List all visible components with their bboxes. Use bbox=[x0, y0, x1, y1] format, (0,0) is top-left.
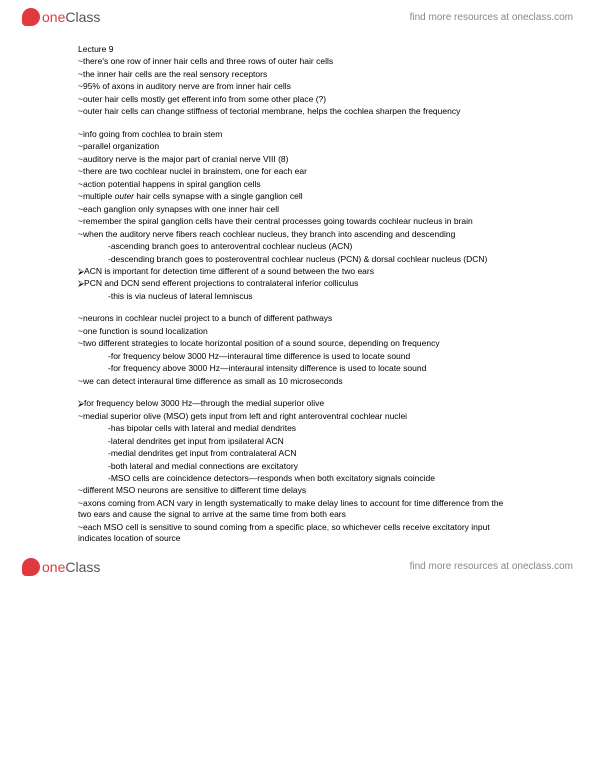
logo-text: oneClass bbox=[42, 9, 100, 25]
note-line: ⮚PCN and DCN send efferent projections t… bbox=[78, 278, 517, 289]
note-line: ~outer hair cells mostly get efferent in… bbox=[78, 94, 517, 105]
note-subline: -MSO cells are coincidence detectors—res… bbox=[78, 473, 517, 484]
note-line: ~different MSO neurons are sensitive to … bbox=[78, 485, 517, 496]
note-line: ~auditory nerve is the major part of cra… bbox=[78, 154, 517, 165]
note-subline: -has bipolar cells with lateral and medi… bbox=[78, 423, 517, 434]
lecture-title: Lecture 9 bbox=[78, 44, 517, 55]
page-footer: oneClass find more resources at oneclass… bbox=[0, 550, 595, 584]
note-line: ⮚ACN is important for detection time dif… bbox=[78, 266, 517, 277]
document-body: Lecture 9 ~there's one row of inner hair… bbox=[0, 34, 595, 550]
note-line: ~info going from cochlea to brain stem bbox=[78, 129, 517, 140]
logo-mark-icon bbox=[22, 8, 40, 26]
logo: oneClass bbox=[22, 8, 100, 26]
logo-mark-icon bbox=[22, 558, 40, 576]
header-tagline: find more resources at oneclass.com bbox=[410, 12, 573, 23]
note-line: ⮚for frequency below 3000 Hz—through the… bbox=[78, 398, 517, 409]
note-line: ~each MSO cell is sensitive to sound com… bbox=[78, 522, 517, 545]
note-line: ~when the auditory nerve fibers reach co… bbox=[78, 229, 517, 240]
note-line: ~95% of axons in auditory nerve are from… bbox=[78, 81, 517, 92]
note-subline: -both lateral and medial connections are… bbox=[78, 461, 517, 472]
note-subline: -for frequency below 3000 Hz—interaural … bbox=[78, 351, 517, 362]
note-line: ~multiple outer hair cells synapse with … bbox=[78, 191, 517, 202]
logo-text: oneClass bbox=[42, 559, 100, 575]
logo: oneClass bbox=[22, 558, 100, 576]
note-line: ~there's one row of inner hair cells and… bbox=[78, 56, 517, 67]
note-line: ~the inner hair cells are the real senso… bbox=[78, 69, 517, 80]
page-header: oneClass find more resources at oneclass… bbox=[0, 0, 595, 34]
note-line: ~outer hair cells can change stiffness o… bbox=[78, 106, 517, 117]
note-line: ~two different strategies to locate hori… bbox=[78, 338, 517, 349]
note-line: ~we can detect interaural time differenc… bbox=[78, 376, 517, 387]
note-line: ~remember the spiral ganglion cells have… bbox=[78, 216, 517, 227]
note-line: ~one function is sound localization bbox=[78, 326, 517, 337]
note-line: ~each ganglion only synapses with one in… bbox=[78, 204, 517, 215]
note-subline: -medial dendrites get input from contral… bbox=[78, 448, 517, 459]
footer-tagline: find more resources at oneclass.com bbox=[410, 561, 573, 572]
note-line: ~axons coming from ACN vary in length sy… bbox=[78, 498, 517, 521]
note-line: ~parallel organization bbox=[78, 141, 517, 152]
note-subline: -this is via nucleus of lateral lemniscu… bbox=[78, 291, 517, 302]
note-line: ~neurons in cochlear nuclei project to a… bbox=[78, 313, 517, 324]
note-line: ~action potential happens in spiral gang… bbox=[78, 179, 517, 190]
note-line: ~medial superior olive (MSO) gets input … bbox=[78, 411, 517, 422]
note-subline: -for frequency above 3000 Hz—interaural … bbox=[78, 363, 517, 374]
note-subline: -lateral dendrites get input from ipsila… bbox=[78, 436, 517, 447]
note-subline: -descending branch goes to posteroventra… bbox=[78, 254, 517, 265]
note-line: ~there are two cochlear nuclei in brains… bbox=[78, 166, 517, 177]
note-subline: -ascending branch goes to anteroventral … bbox=[78, 241, 517, 252]
